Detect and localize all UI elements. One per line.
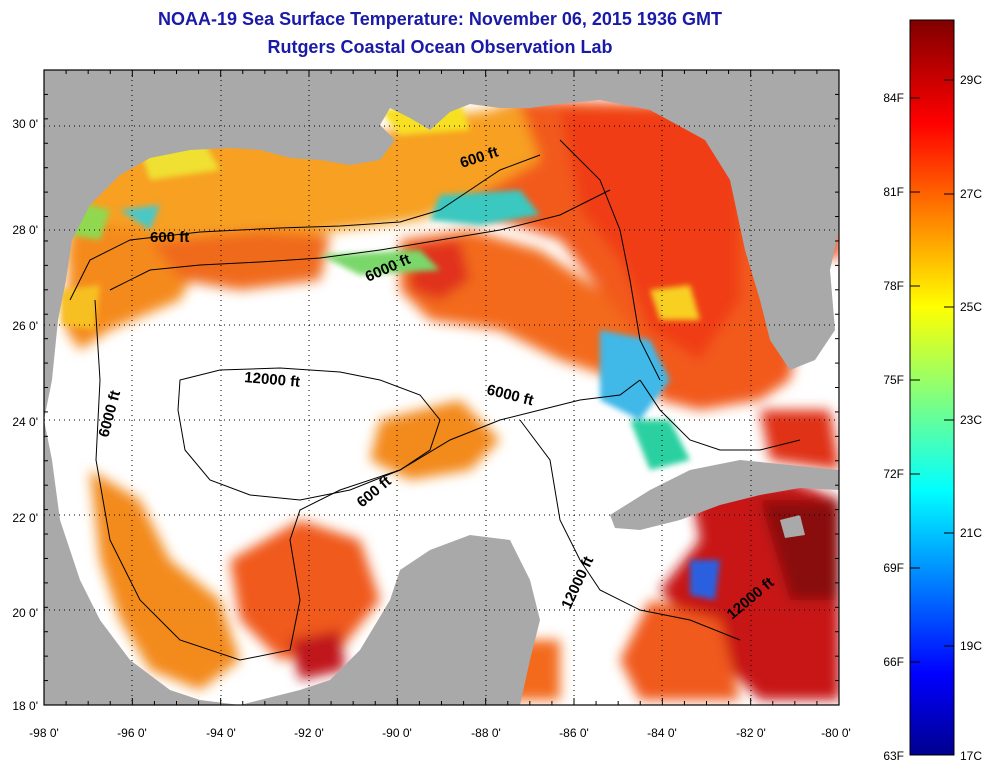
lon-label: -92 0' <box>294 726 324 740</box>
lat-label: 24 0' <box>12 415 38 429</box>
f-label: 75F <box>883 373 904 387</box>
f-label: 63F <box>883 749 904 763</box>
map-subtitle: Rutgers Coastal Ocean Observation Lab <box>267 37 613 57</box>
cuba-land <box>610 460 839 530</box>
lon-label: -80 0' <box>821 726 851 740</box>
colorbar-gradient <box>909 19 955 756</box>
lat-label: 26 0' <box>12 319 38 333</box>
f-label: 81F <box>883 185 904 199</box>
c-label: 29C <box>960 73 982 87</box>
lon-label: -88 0' <box>471 726 501 740</box>
contour-6000ft-west <box>94 299 641 661</box>
contour-label: 12000 ft <box>244 369 301 391</box>
mexico-west-land <box>44 420 240 705</box>
bathymetry-contours <box>69 139 801 661</box>
f-label: 72F <box>883 467 904 481</box>
yucatan-land <box>240 535 540 705</box>
c-label: 23C <box>960 413 982 427</box>
contour-600ft-north <box>69 154 541 301</box>
lon-label: -86 0' <box>559 726 589 740</box>
lon-label: -90 0' <box>382 726 412 740</box>
contour-label: 600 ft <box>150 229 189 246</box>
contour-6000ft-north <box>109 189 611 291</box>
frame-ticks <box>43 69 839 706</box>
longitude-labels: -98 0' -96 0' -94 0' -92 0' -90 0' -88 0… <box>29 726 851 740</box>
contour-12000ft <box>177 367 441 501</box>
colorbar-ticks <box>910 79 954 663</box>
lat-label: 22 0' <box>12 511 38 525</box>
colorbar-f-labels: 84F 81F 78F 75F 72F 69F 66F 63F <box>883 91 904 763</box>
us-coast-land <box>44 70 839 420</box>
lon-label: -94 0' <box>206 726 236 740</box>
c-label: 17C <box>960 749 982 763</box>
contour-600ft-shelf <box>559 139 661 381</box>
lon-label: -96 0' <box>117 726 147 740</box>
lat-label: 20 0' <box>12 606 38 620</box>
graticule <box>44 70 839 705</box>
lon-label: -98 0' <box>29 726 59 740</box>
colorbar-c-labels: 29C 27C 25C 23C 21C 19C 17C <box>960 73 982 763</box>
f-label: 66F <box>883 655 904 669</box>
c-label: 21C <box>960 526 982 540</box>
map-title: NOAA-19 Sea Surface Temperature: Novembe… <box>158 9 722 29</box>
f-label: 84F <box>883 91 904 105</box>
f-label: 69F <box>883 561 904 575</box>
f-label: 78F <box>883 279 904 293</box>
lat-label: 28 0' <box>12 223 38 237</box>
c-label: 27C <box>960 187 982 201</box>
island-land <box>780 515 805 538</box>
contour-600ft-florida <box>639 379 801 451</box>
contour-12000ft-east <box>519 419 741 641</box>
c-label: 25C <box>960 300 982 314</box>
c-label: 19C <box>960 639 982 653</box>
latitude-labels: 18 0' 20 0' 22 0' 24 0' 26 0' 28 0' 30 0… <box>12 117 38 713</box>
land-mask <box>44 70 839 705</box>
lon-label: -84 0' <box>647 726 677 740</box>
lon-label: -82 0' <box>736 726 766 740</box>
lat-label: 18 0' <box>12 699 38 713</box>
lat-label: 30 0' <box>12 117 38 131</box>
